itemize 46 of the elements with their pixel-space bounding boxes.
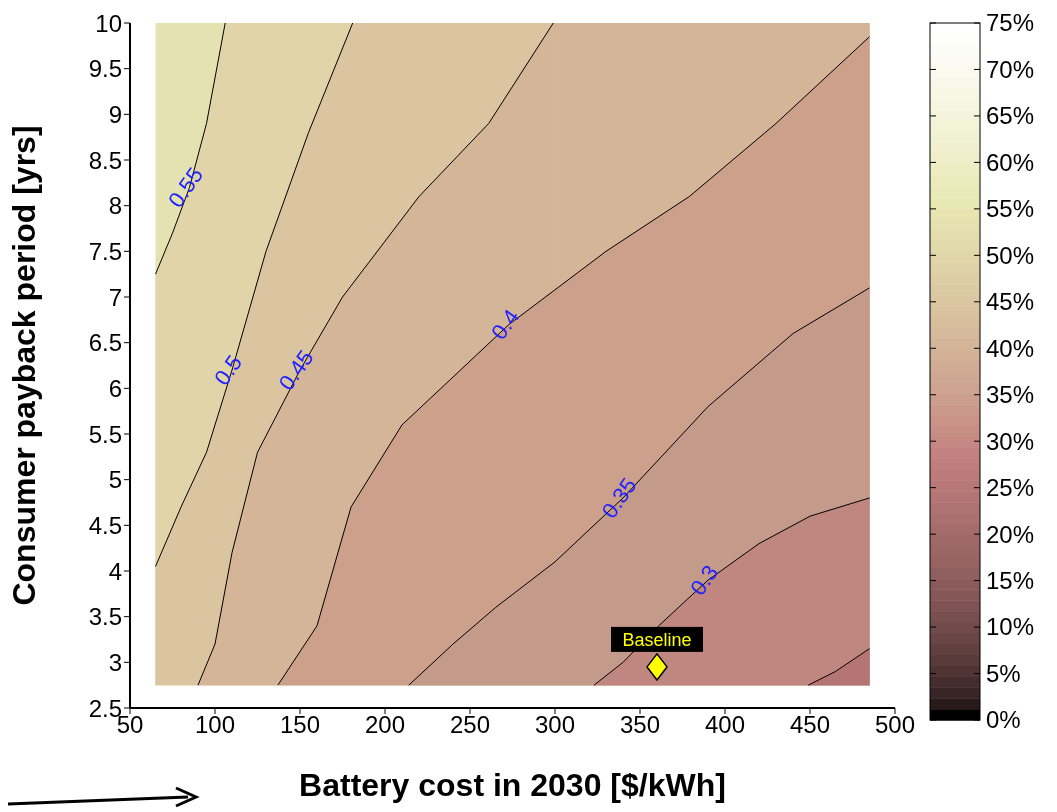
- color-bar-label: 50%: [986, 241, 1035, 269]
- color-bar-label: 5%: [986, 659, 1021, 687]
- text: 0.5: [209, 350, 248, 390]
- x-tick-label: 150: [279, 711, 321, 739]
- color-bar-label: 55%: [986, 195, 1035, 223]
- y-tick-label: 6.5: [88, 329, 122, 357]
- y-tick-label: 7.5: [88, 237, 122, 265]
- x-tick-label: 250: [449, 711, 491, 739]
- color-bar-label: 75%: [986, 9, 1035, 37]
- y-tick-label: 8.5: [88, 146, 122, 174]
- x-axis-title: Battery cost in 2030 [$/kWh]: [299, 767, 726, 803]
- y-tick-label: 5.5: [88, 420, 122, 448]
- color-bar-label: 25%: [986, 474, 1035, 502]
- x-tick-label: 400: [704, 711, 746, 739]
- color-bar-label: 20%: [986, 520, 1035, 548]
- y-tick-label: 5: [108, 466, 122, 494]
- color-bar-label: 40%: [986, 334, 1035, 362]
- x-tick-label: 350: [619, 711, 661, 739]
- y-tick-label: 7: [108, 283, 122, 311]
- color-bar-label: 35%: [986, 381, 1035, 409]
- y-tick-label: 6: [108, 374, 122, 402]
- color-bar-label: 45%: [986, 288, 1035, 316]
- color-bar-label: 0%: [986, 706, 1021, 734]
- x-tick-label: 450: [789, 711, 831, 739]
- y-axis-title: Consumer payback period [yrs]: [6, 125, 43, 606]
- x-tick-label: 200: [364, 711, 406, 739]
- series-label: Baseline: [622, 630, 692, 651]
- color-bar-label: 15%: [986, 567, 1035, 594]
- text: 0.3: [685, 560, 724, 600]
- y-tick-label: 8: [108, 192, 122, 220]
- color-bar-label: 10%: [986, 613, 1035, 641]
- y-tick-label: 4.5: [88, 511, 122, 539]
- x-tick-label: 100: [194, 711, 236, 739]
- y-tick-label: 3: [108, 648, 122, 676]
- text: 0.4: [486, 304, 525, 345]
- y-tick-label: 4: [108, 557, 122, 585]
- y-tick-label: 10: [95, 9, 122, 37]
- y-tick-label: 9: [108, 100, 122, 128]
- color-bar-label: 65%: [986, 102, 1035, 130]
- color-bar-label: 60%: [986, 148, 1035, 176]
- color-bar-label: 70%: [986, 55, 1035, 83]
- color-bar-label: 30%: [986, 427, 1035, 455]
- x-tick-label: 300: [534, 711, 576, 739]
- y-tick-label: 3.5: [88, 603, 122, 631]
- y-tick-label: 9.5: [88, 55, 122, 83]
- x-tick-label: 500: [874, 711, 916, 739]
